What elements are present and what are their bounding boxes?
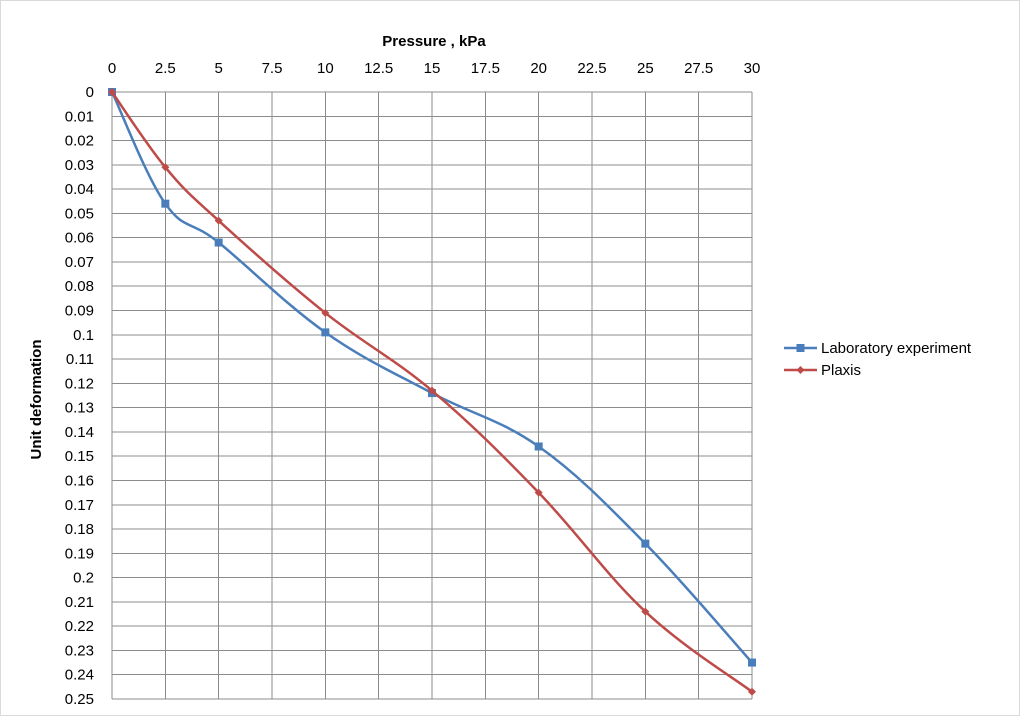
y-tick-label: 0.1 xyxy=(73,327,94,344)
y-tick-label: 0.11 xyxy=(66,351,94,368)
y-tick-labels: 0 0.01 0.02 0.03 0.04 0.05 0.06 0.07 0.08 0.09 0.1… xyxy=(65,84,94,708)
x-tick-label: 10 xyxy=(317,60,334,77)
y-tick-label: 0.07 xyxy=(65,254,94,271)
data-point xyxy=(214,216,223,225)
data-point xyxy=(161,163,170,172)
y-tick-label: 0.17 xyxy=(65,497,94,514)
x-tick-label: 5 xyxy=(214,60,222,77)
legend-item: Laboratory experiment xyxy=(784,340,972,357)
y-tick-label: 0.19 xyxy=(65,545,94,562)
x-tick-label: 30 xyxy=(744,60,761,77)
data-point xyxy=(108,88,116,96)
data-point xyxy=(641,539,650,548)
legend-marker xyxy=(796,344,805,352)
x-tick-label: 7.5 xyxy=(262,60,283,77)
x-tick-label: 27.5 xyxy=(684,60,713,77)
y-tick-label: 0.21 xyxy=(65,594,94,611)
y-tick-label: 0.02 xyxy=(65,133,94,150)
y-tick-label: 0.09 xyxy=(65,303,94,320)
x-tick-label: 25 xyxy=(637,60,654,77)
x-tick-label: 2.5 xyxy=(155,60,176,77)
x-axis-title: Pressure , kPa xyxy=(382,33,486,50)
y-tick-label: 0.24 xyxy=(65,667,94,684)
x-tick-label: 12.5 xyxy=(364,60,393,77)
data-point xyxy=(428,386,436,395)
y-tick-label: 0.2 xyxy=(73,570,94,587)
y-tick-label: 0.03 xyxy=(65,157,94,174)
y-tick-label: 0.23 xyxy=(65,642,94,659)
y-tick-label: 0 xyxy=(86,84,94,101)
y-tick-label: 0.12 xyxy=(65,375,94,392)
x-tick-label: 22.5 xyxy=(577,60,606,77)
data-point xyxy=(641,607,650,616)
data-point xyxy=(321,308,330,317)
data-point xyxy=(214,238,223,247)
x-tick-label: 0 xyxy=(108,60,116,77)
y-tick-label: 0.15 xyxy=(65,448,94,465)
data-point xyxy=(748,658,756,667)
y-tick-label: 0.22 xyxy=(65,618,94,635)
legend-label: Plaxis xyxy=(821,362,861,379)
legend-item: Plaxis xyxy=(784,362,861,379)
y-tick-label: 0.04 xyxy=(65,181,94,198)
data-point xyxy=(534,442,543,451)
y-tick-label: 0.13 xyxy=(65,400,94,417)
y-tick-label: 0.01 xyxy=(65,108,94,125)
series-1 xyxy=(108,88,756,696)
data-point xyxy=(161,199,170,208)
data-point xyxy=(321,328,330,337)
y-tick-label: 0.14 xyxy=(65,424,94,441)
y-axis-title: Unit deformation xyxy=(28,340,45,460)
series-line xyxy=(110,91,753,693)
legend: Laboratory experiment Plaxis xyxy=(784,340,972,379)
x-tick-label: 20 xyxy=(530,60,547,77)
y-tick-label: 0.18 xyxy=(65,521,94,538)
y-tick-label: 0.05 xyxy=(65,205,94,222)
series xyxy=(108,88,756,696)
x-tick-labels: 0 2.5 5 7.5 10 12.5 15 17.5 20 22.5 25 27.5 30 xyxy=(108,60,761,77)
grid xyxy=(111,91,753,700)
x-tick-label: 17.5 xyxy=(471,60,500,77)
legend-label: Laboratory experiment xyxy=(821,340,972,357)
y-tick-label: 0.16 xyxy=(65,472,94,489)
y-tick-label: 0.25 xyxy=(65,691,94,708)
legend-marker xyxy=(796,366,805,374)
data-point xyxy=(534,488,543,497)
y-tick-label: 0.06 xyxy=(65,230,94,247)
data-point xyxy=(748,687,756,696)
x-tick-label: 15 xyxy=(424,60,441,77)
y-tick-label: 0.08 xyxy=(65,278,94,295)
